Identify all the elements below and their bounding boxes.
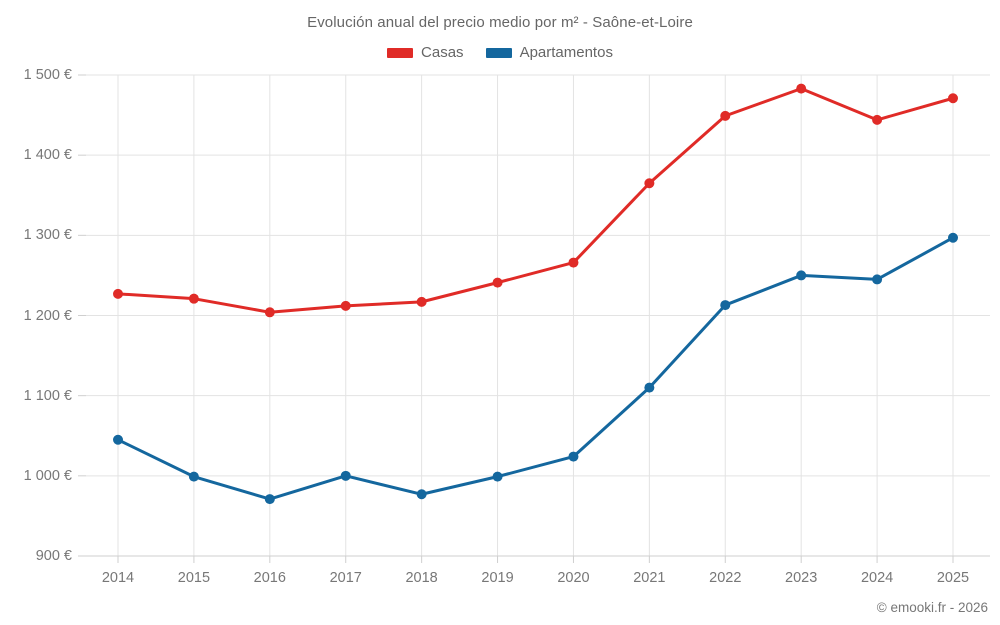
data-point[interactable] bbox=[568, 257, 579, 268]
data-point[interactable] bbox=[340, 300, 351, 311]
y-tick-label: 900 € bbox=[35, 548, 72, 564]
x-tick-label: 2023 bbox=[785, 570, 818, 586]
data-point[interactable] bbox=[796, 83, 807, 94]
y-tick-label: 1 200 € bbox=[23, 307, 72, 324]
data-point[interactable] bbox=[644, 382, 655, 393]
legend-item-casas[interactable]: Casas bbox=[387, 44, 464, 61]
x-tick-label: 2025 bbox=[936, 570, 970, 586]
data-point[interactable] bbox=[492, 471, 503, 482]
x-tick-label: 2016 bbox=[253, 570, 286, 586]
data-point[interactable] bbox=[264, 494, 275, 505]
gridlines bbox=[86, 74, 990, 477]
x-tick-label: 2019 bbox=[481, 570, 514, 586]
data-point[interactable] bbox=[264, 307, 275, 318]
chart-legend: Casas Apartamentos bbox=[0, 44, 1000, 61]
data-point[interactable] bbox=[492, 277, 503, 288]
series-line-casas bbox=[116, 87, 955, 314]
data-point[interactable] bbox=[796, 270, 807, 281]
data-point[interactable] bbox=[872, 114, 883, 125]
legend-item-apartamentos[interactable]: Apartamentos bbox=[485, 44, 613, 61]
x-tick-label: 2014 bbox=[101, 570, 135, 586]
x-tick-label: 2021 bbox=[633, 570, 666, 586]
footer-credit: © emooki.fr - 2026 bbox=[876, 600, 988, 615]
data-point[interactable] bbox=[113, 288, 123, 299]
data-point[interactable] bbox=[188, 471, 199, 482]
data-point[interactable] bbox=[568, 451, 579, 462]
legend-label-casas: Casas bbox=[421, 44, 464, 61]
y-tick-label: 1 400 € bbox=[23, 147, 72, 164]
data-series bbox=[113, 83, 958, 505]
data-point[interactable] bbox=[720, 110, 731, 121]
data-point[interactable] bbox=[720, 300, 731, 311]
legend-label-apartamentos: Apartamentos bbox=[519, 44, 613, 61]
data-point[interactable] bbox=[872, 274, 883, 285]
data-point[interactable] bbox=[948, 232, 958, 243]
legend-swatch-apartamentos bbox=[485, 47, 512, 58]
x-tick-label: 2015 bbox=[177, 570, 211, 586]
x-tick-label: 2020 bbox=[557, 570, 590, 586]
y-tick-label: 1 100 € bbox=[23, 387, 72, 404]
data-point[interactable] bbox=[948, 93, 958, 104]
y-tick-label: 1 000 € bbox=[23, 467, 72, 484]
data-point[interactable] bbox=[644, 178, 655, 189]
x-tick-label: 2018 bbox=[405, 570, 438, 586]
x-tick-label: 2017 bbox=[329, 570, 362, 586]
data-point[interactable] bbox=[113, 434, 123, 445]
chart-title: Evolución anual del precio medio por m² … bbox=[307, 14, 693, 31]
y-tick-label: 1 500 € bbox=[23, 67, 72, 83]
legend-swatch-casas bbox=[387, 47, 414, 58]
x-tick-label: 2024 bbox=[860, 570, 894, 586]
x-tick-label: 2022 bbox=[709, 570, 742, 586]
y-tick-label: 1 300 € bbox=[23, 227, 72, 244]
data-point[interactable] bbox=[188, 293, 199, 304]
series-line-apartamentos bbox=[116, 236, 955, 501]
data-point[interactable] bbox=[416, 489, 427, 500]
data-point[interactable] bbox=[416, 296, 427, 307]
axis-ticks bbox=[78, 74, 954, 563]
data-point[interactable] bbox=[340, 470, 351, 481]
